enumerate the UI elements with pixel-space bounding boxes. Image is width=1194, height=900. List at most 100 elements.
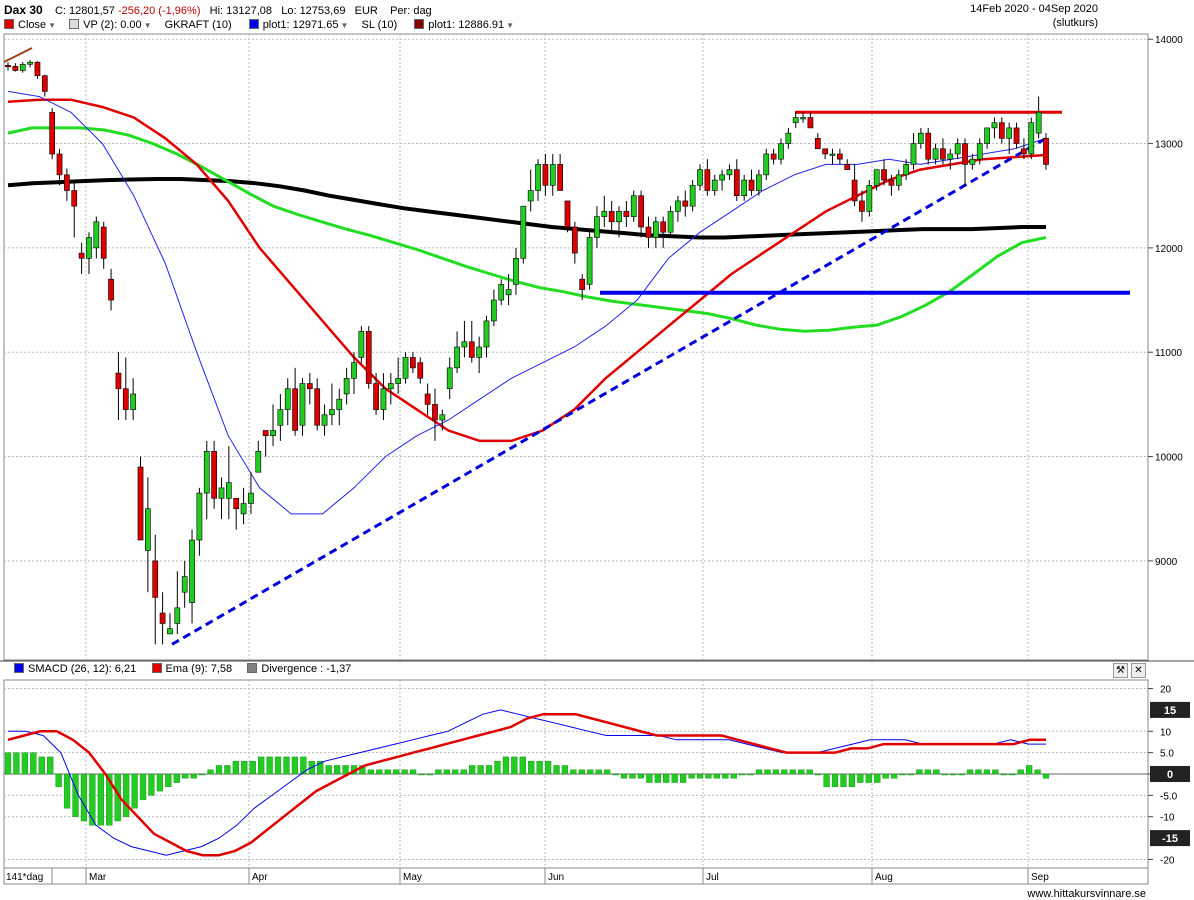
vp-swatch-icon	[69, 19, 80, 29]
candle-body	[645, 226, 652, 238]
candle-body	[491, 299, 497, 322]
candle-body	[277, 409, 284, 426]
candle-body	[976, 143, 983, 160]
divergence-bar	[258, 756, 265, 775]
candle-body	[19, 63, 26, 71]
divergence-bar	[739, 773, 746, 776]
divergence-bar	[317, 760, 324, 775]
divergence-bar	[975, 769, 982, 775]
close-icon[interactable]: ✕	[1131, 663, 1146, 678]
divergence-bar	[106, 773, 113, 826]
divergence-bar	[823, 773, 830, 788]
legend-close[interactable]: Close	[18, 19, 47, 31]
chevron-down-icon[interactable]: ▼	[340, 21, 349, 30]
divergence-bar	[4, 752, 12, 775]
candle-body	[432, 404, 438, 421]
divergence-bar	[426, 773, 434, 776]
candle-body	[174, 607, 181, 624]
divergence-bar	[519, 756, 526, 775]
divergence-bar	[274, 756, 282, 775]
candle-body	[785, 132, 792, 144]
divergence-bar	[1009, 773, 1016, 776]
divergence-bar	[536, 760, 543, 775]
legend-gkraft[interactable]: GKRAFT (10)	[164, 19, 232, 31]
plot1-blue-swatch-icon	[248, 19, 259, 29]
divergence-bar	[857, 773, 864, 783]
candle-body	[189, 539, 195, 603]
month-label: Jul	[706, 872, 719, 883]
candle-body	[122, 388, 129, 410]
change-value: -256,20 (-1,96%)	[117, 5, 201, 17]
candle-body	[527, 190, 534, 202]
candle-body	[571, 226, 578, 254]
wrench-icon[interactable]: ⚒	[1113, 663, 1128, 678]
candle-body	[78, 252, 85, 259]
legend-vp[interactable]: VP (2): 0.00	[83, 19, 142, 31]
candle-body	[93, 221, 100, 249]
legend-sl[interactable]: SL (10)	[361, 19, 398, 31]
legend-plot1-blue[interactable]: plot1: 12971.65	[262, 19, 339, 31]
price-tick-label: 12000	[1155, 244, 1183, 255]
divergence-bar	[333, 765, 341, 775]
candle-body	[564, 200, 571, 228]
legend-divergence[interactable]: Divergence : -1,37	[261, 663, 352, 675]
divergence-bar	[123, 773, 130, 817]
macd-tick-label: -10	[1160, 813, 1175, 824]
candle-body	[579, 278, 586, 290]
macd-value-box	[1150, 701, 1190, 718]
chart-header: Dax 30 C: 12801,57 -256,20 (-1,96%) Hi: …	[0, 0, 1148, 34]
macd-value-label: 15	[1164, 705, 1176, 717]
divergence-bar	[325, 765, 332, 775]
divergence-bar	[730, 773, 737, 779]
smacd-line	[8, 709, 1046, 856]
candle-body	[1035, 111, 1042, 134]
candle-body	[513, 258, 519, 285]
divergence-bar	[637, 773, 645, 779]
divergence-bar	[241, 760, 248, 775]
candle-body	[86, 237, 92, 259]
candle-body	[454, 346, 460, 369]
divergence-bar	[207, 769, 214, 775]
candle-body	[27, 61, 33, 65]
divergence-bar	[342, 765, 349, 775]
divergence-bar	[156, 773, 164, 792]
high-value: Hi: 13127,08	[209, 5, 273, 17]
candle-body	[616, 211, 622, 223]
legend-plot1-dark[interactable]: plot1: 12886.91	[428, 19, 505, 31]
chevron-down-icon[interactable]: ▼	[48, 21, 57, 30]
chevron-down-icon[interactable]: ▼	[506, 21, 515, 30]
candle-body	[557, 164, 563, 191]
divergence-bar	[671, 773, 678, 783]
divergence-bar	[764, 769, 771, 775]
macd-value-box	[1150, 830, 1190, 847]
candle-body	[476, 346, 483, 358]
divergence-bar	[97, 773, 104, 826]
divergence-bar	[494, 760, 501, 775]
candle-body	[800, 117, 806, 120]
candle-body	[719, 174, 725, 181]
divergence-bar	[80, 773, 88, 822]
divergence-bar	[469, 765, 476, 775]
candle-body	[137, 466, 144, 541]
candle-body	[984, 127, 990, 144]
macd-tick-label: 10	[1160, 727, 1172, 738]
ema-line	[7, 98, 1047, 443]
divergence-bar	[865, 773, 872, 783]
divergence-bar	[620, 773, 628, 779]
legend-ema[interactable]: Ema (9): 7,58	[165, 663, 233, 675]
candle-body	[940, 148, 946, 160]
chevron-down-icon[interactable]: ▼	[143, 21, 152, 30]
divergence-bar	[646, 773, 653, 783]
interval-label: 141*dag	[6, 872, 43, 883]
divergence-bar	[815, 773, 822, 776]
divergence-bar	[848, 773, 856, 788]
divergence-bar	[1017, 769, 1024, 775]
divergence-bar	[384, 769, 391, 775]
divergence-bar	[933, 769, 940, 775]
candle-body	[881, 169, 887, 181]
divergence-bar	[882, 773, 889, 779]
candle-body	[969, 158, 976, 165]
candle-body	[498, 284, 505, 301]
divergence-bar	[393, 769, 400, 775]
legend-smacd[interactable]: SMACD (26, 12): 6,21	[28, 663, 137, 675]
